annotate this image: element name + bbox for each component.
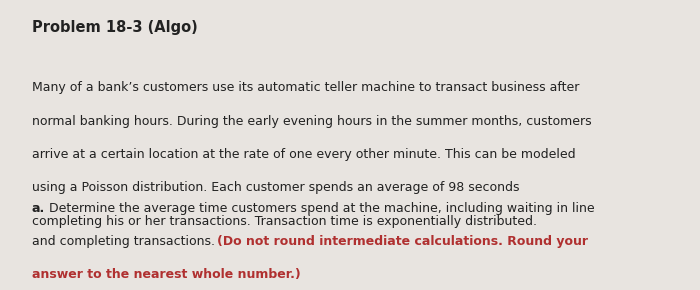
Text: using a Poisson distribution. Each customer spends an average of 98 seconds: using a Poisson distribution. Each custo…	[32, 181, 519, 194]
Text: normal banking hours. During the early evening hours in the summer months, custo: normal banking hours. During the early e…	[32, 115, 591, 128]
Text: completing his or her transactions. Transaction time is exponentially distribute: completing his or her transactions. Tran…	[32, 215, 536, 228]
Text: and completing transactions.: and completing transactions.	[32, 235, 218, 248]
Text: (Do not round intermediate calculations. Round your: (Do not round intermediate calculations.…	[217, 235, 588, 248]
Text: Determine the average time customers spend at the machine, including waiting in : Determine the average time customers spe…	[45, 202, 594, 215]
Text: Many of a bank’s customers use its automatic teller machine to transact business: Many of a bank’s customers use its autom…	[32, 81, 579, 94]
Text: Problem 18-3 (Algo): Problem 18-3 (Algo)	[32, 20, 197, 35]
Text: arrive at a certain location at the rate of one every other minute. This can be : arrive at a certain location at the rate…	[32, 148, 575, 161]
Text: answer to the nearest whole number.): answer to the nearest whole number.)	[32, 268, 300, 281]
Text: a.: a.	[32, 202, 45, 215]
